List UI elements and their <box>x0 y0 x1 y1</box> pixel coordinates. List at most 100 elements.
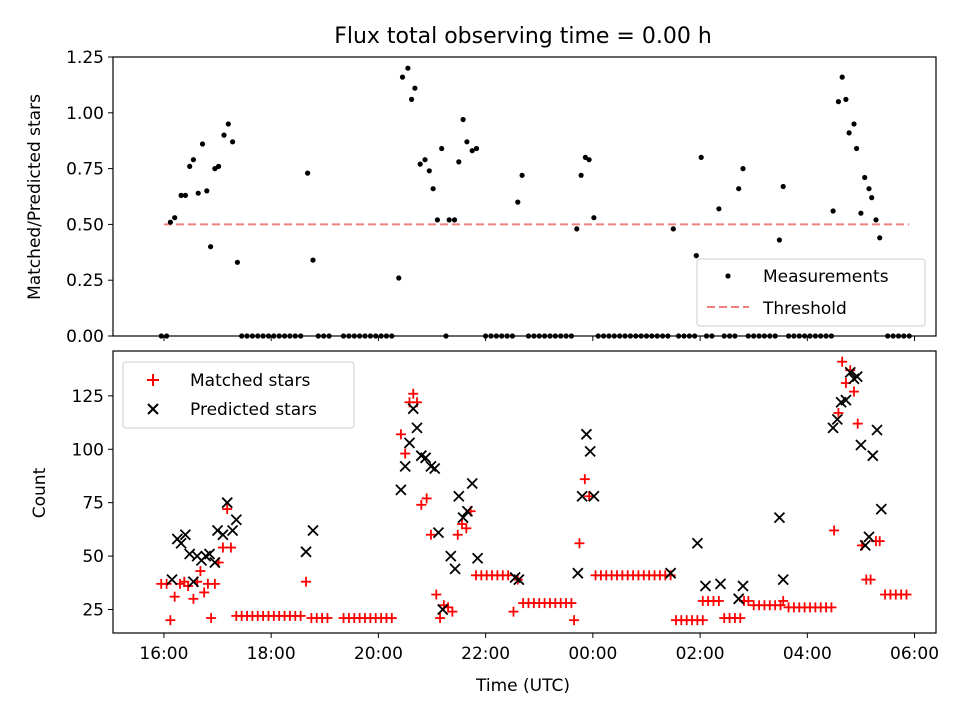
legend-measurements-marker <box>725 273 731 279</box>
measurement-point <box>854 145 860 152</box>
count-x-tick-label: 18:00 <box>247 644 296 664</box>
matched-star-point <box>735 613 746 624</box>
matched-star-point <box>901 589 912 600</box>
predicted-star-point <box>875 503 887 515</box>
ratio-y-tick-label: 0.25 <box>66 271 104 291</box>
measurement-point <box>851 121 857 127</box>
predicted-star-point <box>844 366 856 379</box>
matched-star-point <box>569 615 580 626</box>
predicted-star-point <box>453 490 465 502</box>
predicted-star-point <box>580 428 593 440</box>
predicted-star-point <box>209 556 221 569</box>
predicted-star-point <box>449 563 461 575</box>
matched-star-point <box>743 595 754 606</box>
measurement-point <box>873 217 879 223</box>
count-plot-area <box>156 356 912 626</box>
matched-star-point <box>826 602 837 613</box>
matched-star-point <box>574 538 585 549</box>
predicted-star-point <box>184 548 196 560</box>
predicted-star-point <box>187 576 200 588</box>
predicted-star-point <box>179 529 192 541</box>
predicted-star-point <box>230 514 242 526</box>
matched-star-point <box>295 610 306 621</box>
measurement-point <box>515 199 521 205</box>
predicted-star-point <box>871 424 883 436</box>
measurement-point <box>736 186 742 192</box>
predicted-star-point <box>773 511 786 524</box>
predicted-star-point <box>840 394 852 406</box>
matched-star-point <box>447 606 458 617</box>
measurement-point <box>412 85 418 91</box>
predicted-star-point <box>445 550 457 562</box>
count-x-tick-label: 06:00 <box>890 644 939 664</box>
matched-star-point <box>222 504 233 515</box>
predicted-star-point <box>714 578 727 590</box>
matched-star-point <box>206 613 217 624</box>
predicted-star-point <box>831 413 843 426</box>
matched-star-point <box>165 615 176 626</box>
predicted-star-point <box>175 537 187 549</box>
predicted-star-point <box>691 537 704 549</box>
predicted-star-point <box>584 445 596 458</box>
matched-star-point <box>778 595 789 606</box>
ratio-legend: Measurements Threshold <box>696 258 926 327</box>
matched-star-point <box>322 613 333 624</box>
measurement-point <box>216 163 222 169</box>
measurement-point <box>446 217 452 223</box>
predicted-star-point <box>419 452 432 464</box>
predicted-star-point <box>457 511 469 524</box>
measurement-point <box>409 96 415 102</box>
predicted-star-point <box>432 526 445 539</box>
matched-star-point <box>188 593 199 604</box>
matched-star-point <box>452 529 463 540</box>
measurement-point <box>167 219 173 225</box>
matched-star-point <box>301 576 312 587</box>
predicted-star-point <box>576 490 588 502</box>
measurement-point <box>430 186 436 192</box>
predicted-star-point <box>403 437 416 449</box>
count-x-axis-label: Time (UTC) <box>475 676 570 696</box>
count-legend-box <box>122 361 355 429</box>
ratio-panel-title: Flux total observing time = 0.00 h <box>334 24 712 49</box>
ratio-y-ticks: 0.00 0.25 0.50 0.75 1.00 1.25 <box>66 48 113 347</box>
measurement-point <box>519 172 525 178</box>
count-y-axis-label: Count <box>30 467 50 518</box>
predicted-star-point <box>166 573 178 586</box>
matched-star-point <box>199 587 210 598</box>
measurement-point <box>417 161 423 167</box>
measurement-point <box>460 116 466 123</box>
matched-star-point <box>408 388 419 399</box>
measurement-point <box>843 96 849 102</box>
count-y-ticks: 25 50 75 100 125 <box>72 387 113 621</box>
predicted-star-point <box>572 567 584 579</box>
measurement-point <box>866 186 872 192</box>
matched-star-point <box>848 386 859 397</box>
measurement-point <box>221 132 227 138</box>
measurement-point <box>846 130 852 136</box>
ratio-y-tick-label: 1.00 <box>66 104 104 124</box>
measurement-point <box>439 145 445 152</box>
predicted-star-point <box>429 462 441 475</box>
predicted-star-point <box>664 567 677 579</box>
measurement-point <box>586 157 592 163</box>
count-x-tick-label: 22:00 <box>461 644 510 664</box>
ratio-y-tick-label: 1.25 <box>66 48 104 68</box>
count-y-tick-label: 50 <box>82 547 104 567</box>
predicted-star-point <box>513 573 525 586</box>
predicted-star-point <box>867 450 879 462</box>
legend-predicted-label: Predicted stars <box>190 400 317 420</box>
predicted-star-point <box>407 403 419 415</box>
measurement-point <box>877 235 883 241</box>
measurement-point <box>862 174 868 181</box>
measurement-point <box>208 244 214 250</box>
predicted-star-point <box>863 531 875 543</box>
measurement-point <box>182 192 188 198</box>
count-x-ticks: 16:00 18:00 20:00 22:00 00:00 02:00 04:00 06:00 <box>139 633 939 664</box>
predicted-star-point <box>827 422 839 434</box>
ratio-y-tick-label: 0.00 <box>66 327 104 347</box>
measurement-point <box>204 188 210 194</box>
ratio-x-ticks <box>163 336 916 341</box>
measurement-point <box>578 172 584 178</box>
count-y-tick-label: 125 <box>72 387 104 407</box>
